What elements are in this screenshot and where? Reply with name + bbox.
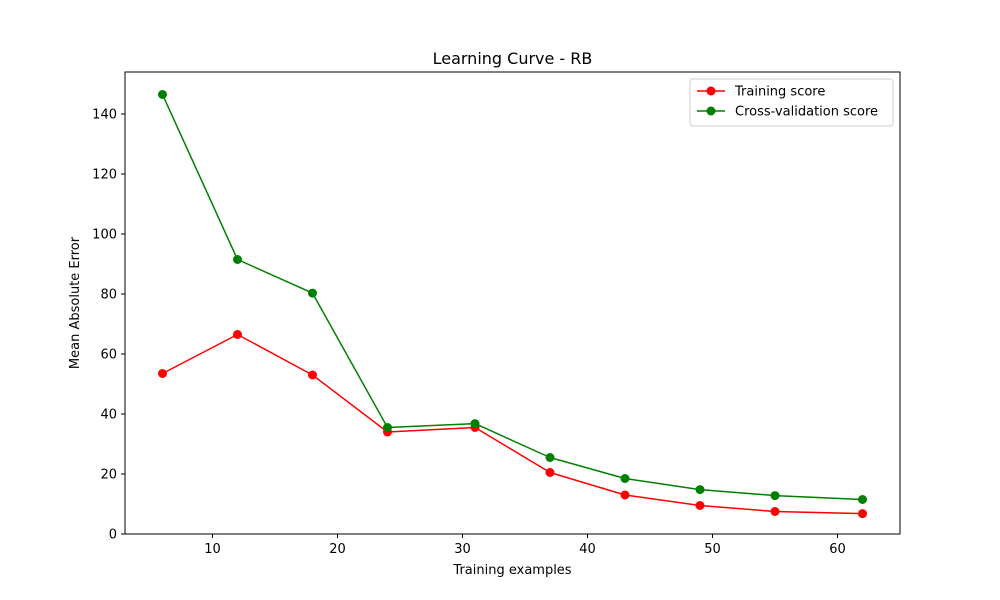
plot-frame xyxy=(124,71,901,535)
series-line-cross-validation xyxy=(161,94,863,501)
data-point-cross-validation xyxy=(620,474,630,483)
data-point-cross-validation xyxy=(383,423,392,432)
x-tick-label: 50 xyxy=(704,542,721,557)
series-layer xyxy=(158,90,867,519)
legend-marker-cross-validation xyxy=(706,106,716,116)
y-axis-ticks: 0 20 40 60 80 100 120 140 xyxy=(92,108,125,543)
y-tick-label: 100 xyxy=(92,228,117,243)
legend-box xyxy=(689,78,894,127)
data-point-training xyxy=(620,490,630,500)
y-tick-label: 140 xyxy=(92,108,117,123)
series-line-training xyxy=(162,333,863,515)
data-point-cross-validation xyxy=(858,495,867,504)
legend-label-cross-validation: Cross-validation score xyxy=(735,105,878,120)
x-axis-ticks: 10 20 30 40 50 60 xyxy=(204,534,846,557)
chart-title: Learning Curve - RB xyxy=(433,49,593,68)
y-tick-label: 40 xyxy=(100,408,117,423)
y-axis-title: Mean Absolute Error xyxy=(68,236,83,369)
plot-area xyxy=(125,72,900,534)
legend-label-training: Training score xyxy=(734,85,825,100)
data-point-training xyxy=(233,330,242,339)
x-tick-label: 40 xyxy=(579,542,596,557)
x-tick-label: 10 xyxy=(204,542,221,557)
data-point-training xyxy=(158,369,167,378)
y-tick-label: 80 xyxy=(100,288,117,303)
data-point-training xyxy=(858,509,867,519)
x-tick-label: 20 xyxy=(329,542,346,557)
data-point-cross-validation xyxy=(470,419,480,429)
data-point-cross-validation xyxy=(545,453,555,462)
data-point-training xyxy=(308,370,317,380)
data-point-training xyxy=(695,501,705,510)
data-point-cross-validation xyxy=(695,485,705,495)
data-point-cross-validation xyxy=(308,288,317,298)
data-point-training xyxy=(770,507,780,516)
x-tick-label: 60 xyxy=(829,542,846,557)
y-tick-label: 120 xyxy=(92,168,117,183)
data-point-cross-validation xyxy=(770,491,780,501)
data-point-cross-validation xyxy=(233,255,242,264)
x-tick-label: 30 xyxy=(454,542,471,557)
legend: Training score Cross-validation score xyxy=(689,78,894,127)
data-point-training xyxy=(545,468,555,477)
legend-marker-training xyxy=(706,86,716,96)
y-tick-label: 20 xyxy=(100,468,117,483)
x-axis-title: Training examples xyxy=(452,563,571,578)
data-point-cross-validation xyxy=(158,90,167,99)
y-tick-label: 60 xyxy=(100,348,117,363)
y-tick-label: 0 xyxy=(109,528,117,543)
